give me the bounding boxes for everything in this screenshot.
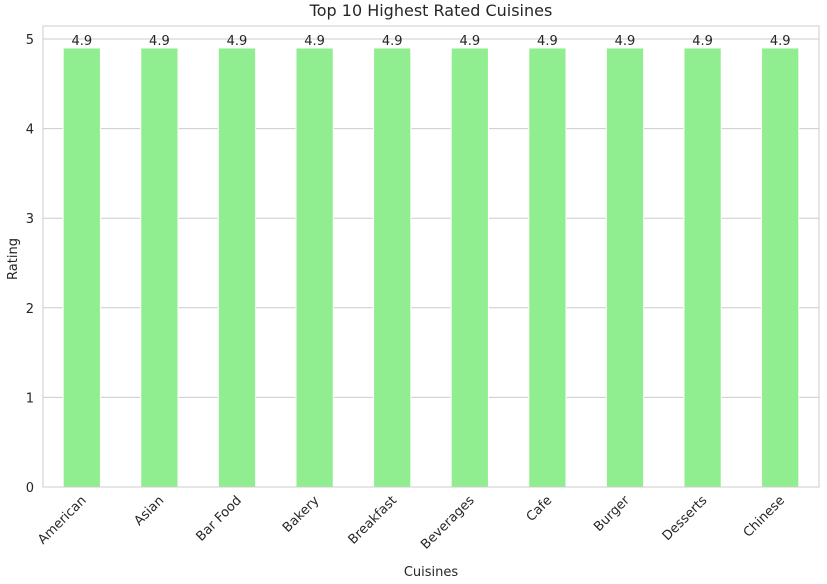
chart-title: Top 10 Highest Rated Cuisines — [309, 1, 553, 20]
x-tick-label: Breakfast — [346, 493, 400, 547]
data-label: 4.9 — [304, 34, 325, 49]
x-tick-label: Desserts — [660, 493, 711, 544]
y-axis-label: Rating — [6, 238, 21, 280]
bar-bakery — [295, 47, 334, 488]
x-tick-label: Bar Food — [194, 493, 245, 544]
y-tick-label: 2 — [26, 302, 34, 317]
data-label: 4.9 — [149, 34, 170, 49]
data-label: 4.9 — [692, 34, 713, 49]
x-tick-label: Burger — [591, 493, 633, 535]
plot-frame — [42, 25, 820, 488]
x-tick-labels: American Asian Bar Food Bakery Breakfast Beve… — [35, 493, 788, 553]
bar-bar-food — [217, 47, 257, 488]
x-tick-label: Bakery — [280, 493, 323, 536]
x-axis-label: Cuisines — [404, 565, 459, 580]
data-label: 4.9 — [459, 34, 480, 49]
data-labels: 4.9 4.9 4.9 4.9 4.9 4.9 4.9 4.9 4.9 4.9 — [71, 34, 790, 49]
bar-burger — [605, 47, 645, 488]
bar-beverages — [450, 47, 489, 488]
bar-chinese — [761, 47, 800, 488]
y-tick-labels: 0 1 2 3 4 5 — [26, 33, 34, 496]
y-tick-label: 5 — [26, 33, 34, 48]
data-label: 4.9 — [227, 34, 248, 49]
data-label: 4.9 — [71, 34, 92, 49]
bar-breakfast — [373, 47, 412, 488]
data-label: 4.9 — [537, 34, 558, 49]
x-tick-label: Chinese — [741, 493, 788, 540]
y-tick-label: 4 — [26, 123, 34, 138]
x-tick-label: Beverages — [418, 493, 478, 553]
x-tick-label: Cafe — [524, 493, 556, 525]
data-label: 4.9 — [770, 34, 791, 49]
bar-cafe — [528, 47, 567, 488]
data-label: 4.9 — [382, 34, 403, 49]
data-label: 4.9 — [615, 34, 636, 49]
bar-american — [62, 47, 101, 488]
y-tick-label: 3 — [26, 212, 34, 227]
bar-asian — [140, 47, 179, 488]
y-tick-label: 1 — [26, 391, 34, 406]
y-tick-label: 0 — [26, 481, 34, 496]
bar-desserts — [683, 47, 722, 488]
x-tick-label: Asian — [132, 493, 168, 529]
bars — [62, 47, 800, 488]
x-tick-label: American — [35, 493, 89, 547]
